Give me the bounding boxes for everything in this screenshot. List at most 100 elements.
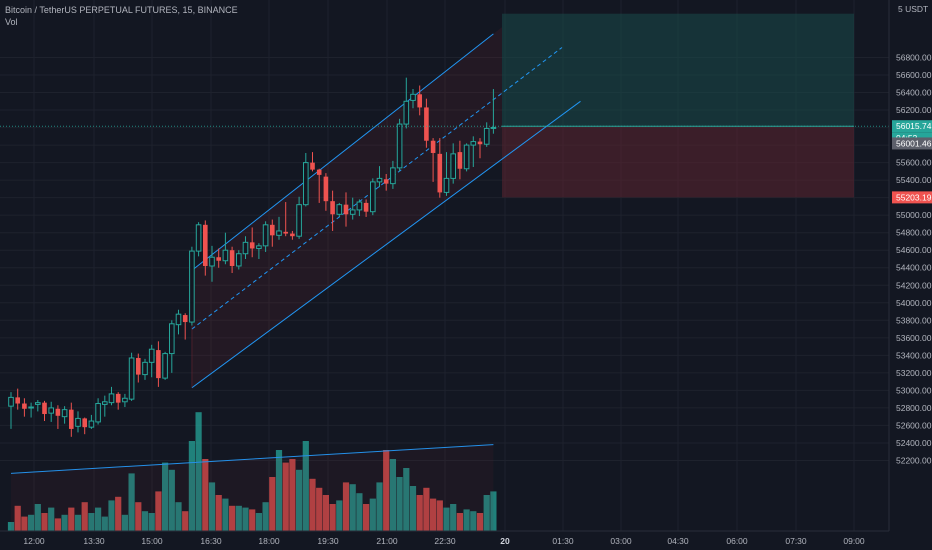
volume-bar bbox=[309, 478, 316, 531]
price-tick-label: 53000.00 bbox=[896, 385, 932, 395]
volume-bar bbox=[115, 496, 122, 531]
candle-body bbox=[195, 224, 202, 252]
candle-body bbox=[61, 409, 68, 418]
candle bbox=[102, 395, 108, 417]
candle bbox=[175, 309, 182, 335]
candle-body bbox=[450, 153, 456, 179]
candle-body bbox=[303, 162, 309, 206]
volume-bar bbox=[148, 513, 155, 531]
candle bbox=[148, 344, 155, 378]
candle-body bbox=[477, 141, 483, 145]
candle bbox=[142, 358, 148, 380]
candle bbox=[195, 222, 202, 257]
candle bbox=[8, 392, 14, 429]
volume-bar bbox=[7, 522, 15, 531]
volume-bar bbox=[215, 495, 222, 531]
volume-bar bbox=[296, 469, 303, 531]
candle bbox=[349, 197, 356, 220]
time-tick-label: 22:30 bbox=[434, 536, 456, 546]
candle bbox=[61, 406, 68, 424]
candle-body bbox=[35, 402, 41, 405]
volume-bar bbox=[456, 513, 463, 531]
price-tick-label: 54200.00 bbox=[896, 280, 932, 290]
candle-body bbox=[262, 224, 269, 247]
volume-bar bbox=[476, 513, 484, 531]
volume-bar bbox=[436, 500, 443, 531]
candle-body bbox=[162, 353, 168, 379]
candle-body bbox=[148, 348, 155, 363]
candle bbox=[108, 386, 115, 406]
candle bbox=[236, 250, 242, 270]
price-badge-target-text: 56015.74 bbox=[896, 121, 932, 131]
volume-bar bbox=[101, 516, 108, 531]
time-tick-label: 04:30 bbox=[667, 536, 689, 546]
candle bbox=[162, 351, 168, 380]
candle-body bbox=[108, 393, 115, 404]
volume-bar bbox=[188, 441, 195, 531]
candle bbox=[310, 152, 315, 172]
candle bbox=[88, 414, 95, 429]
candle-body bbox=[403, 100, 410, 125]
candle bbox=[262, 221, 269, 252]
volume-bar bbox=[416, 495, 423, 531]
price-tick-label: 56400.00 bbox=[896, 88, 932, 98]
candle-series bbox=[8, 77, 497, 437]
volume-bar bbox=[242, 507, 249, 531]
price-tick-label: 56600.00 bbox=[896, 70, 932, 80]
candle-body bbox=[236, 253, 242, 267]
volume-bar bbox=[262, 502, 269, 531]
candle-body bbox=[330, 201, 335, 215]
volume-trendline bbox=[10, 444, 494, 474]
candle-body bbox=[424, 107, 429, 141]
candle-body bbox=[42, 402, 47, 415]
candle bbox=[115, 392, 121, 410]
candle-body bbox=[142, 361, 148, 376]
price-tick-label: 55000.00 bbox=[896, 210, 932, 220]
candle-body bbox=[363, 202, 369, 212]
price-tick-label: 52200.00 bbox=[896, 455, 932, 465]
volume-bar bbox=[61, 514, 68, 531]
candle-body bbox=[8, 396, 14, 407]
candle-body bbox=[283, 231, 288, 234]
volume-bar bbox=[168, 469, 175, 531]
candle-body bbox=[115, 393, 121, 403]
volume-bar bbox=[182, 511, 189, 531]
symbol-title[interactable]: Bitcoin / TetherUS PERPETUAL FUTURES, 15… bbox=[5, 5, 238, 15]
position-target-zone bbox=[502, 13, 854, 127]
price-tick-label: 52600.00 bbox=[896, 420, 932, 430]
candle-body bbox=[249, 242, 255, 249]
candle-body bbox=[276, 230, 282, 236]
volume-bar bbox=[208, 482, 216, 531]
candle-body bbox=[182, 315, 188, 323]
candle-body bbox=[376, 177, 383, 183]
candle bbox=[450, 143, 456, 184]
volume-bar bbox=[363, 504, 370, 531]
volume-bar bbox=[195, 412, 202, 531]
candle bbox=[316, 168, 322, 203]
candle-body bbox=[156, 350, 161, 379]
volume-bar bbox=[175, 502, 182, 531]
candle bbox=[15, 388, 20, 410]
candle-body bbox=[22, 403, 27, 409]
candle bbox=[443, 152, 450, 196]
volume-indicator-label[interactable]: Vol bbox=[5, 17, 18, 27]
candle-body bbox=[88, 420, 95, 428]
volume-bar bbox=[68, 507, 75, 531]
volume-trend-fill bbox=[11, 444, 494, 531]
candle-body bbox=[28, 406, 34, 409]
price-tick-label: 54400.00 bbox=[896, 263, 932, 273]
candle bbox=[256, 243, 262, 259]
price-badge-target-bg bbox=[892, 120, 932, 133]
channel-lower-line bbox=[191, 100, 581, 389]
candle-body bbox=[270, 224, 275, 236]
candle bbox=[296, 196, 302, 239]
time-tick-label: 18:00 bbox=[258, 536, 280, 546]
candle bbox=[477, 138, 483, 159]
price-badge-current-text: 56001.46 bbox=[896, 138, 932, 148]
candle bbox=[370, 178, 376, 216]
candle-body bbox=[323, 176, 329, 202]
candle-body bbox=[102, 401, 108, 405]
candle-body bbox=[122, 397, 128, 403]
